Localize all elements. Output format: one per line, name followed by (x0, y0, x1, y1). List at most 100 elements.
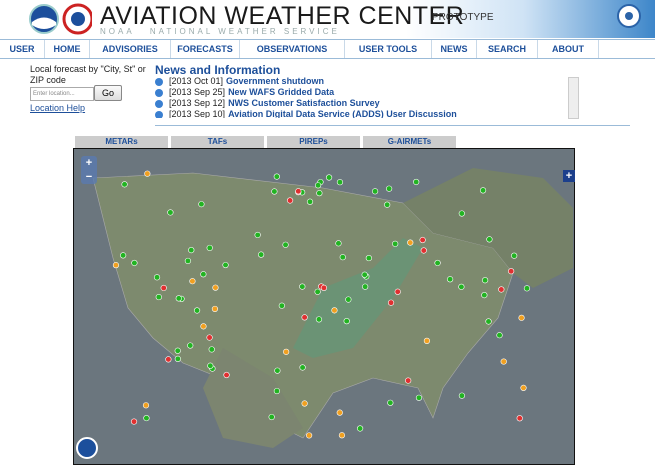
nav-item[interactable]: HOME (45, 40, 90, 58)
station-marker[interactable] (486, 236, 493, 243)
station-marker[interactable] (316, 190, 323, 197)
news-link[interactable]: New WAFS Gridded Data (228, 87, 335, 97)
station-marker[interactable] (274, 367, 281, 374)
station-marker[interactable] (142, 402, 150, 409)
station-marker[interactable] (415, 394, 423, 401)
station-marker[interactable] (174, 347, 181, 354)
expand[interactable]: + (566, 170, 572, 182)
station-marker[interactable] (405, 377, 412, 384)
station-marker[interactable] (518, 314, 525, 321)
station-marker[interactable] (336, 179, 344, 186)
station-marker[interactable] (387, 399, 394, 406)
nav-item[interactable]: OBSERVATIONS (240, 40, 345, 58)
station-marker[interactable] (174, 355, 181, 363)
tab[interactable]: METARs (75, 136, 168, 148)
location-input[interactable]: Enter location... (30, 87, 94, 101)
station-marker[interactable] (496, 332, 503, 339)
station-marker[interactable] (384, 201, 391, 208)
station-marker[interactable] (498, 286, 505, 293)
station-marker[interactable] (458, 283, 465, 290)
station-marker[interactable] (306, 198, 314, 205)
station-marker[interactable] (371, 188, 379, 195)
station-marker[interactable] (314, 288, 321, 295)
station-marker[interactable] (314, 182, 322, 189)
station-marker[interactable] (335, 240, 342, 247)
station-marker[interactable] (413, 178, 420, 186)
station-marker[interactable] (423, 337, 431, 344)
tab[interactable]: PIREPs (267, 136, 360, 148)
scrollbar[interactable] (568, 77, 579, 119)
station-marker[interactable] (458, 210, 465, 217)
station-marker[interactable] (160, 284, 167, 292)
station-marker[interactable] (184, 257, 192, 265)
nav-item[interactable]: USER TOOLS (345, 40, 432, 58)
station-marker[interactable] (407, 239, 414, 246)
nav-item[interactable]: USER (0, 40, 45, 58)
station-marker[interactable] (223, 371, 230, 379)
station-marker[interactable] (511, 252, 518, 259)
station-marker[interactable] (144, 170, 151, 177)
station-marker[interactable] (200, 271, 207, 278)
station-marker[interactable] (286, 197, 294, 204)
station-marker[interactable] (131, 259, 138, 267)
station-marker[interactable] (211, 305, 219, 313)
station-marker[interactable] (361, 271, 368, 278)
nav-item[interactable]: FORECASTS (171, 40, 240, 58)
tab[interactable]: G-AIRMETs (363, 136, 456, 148)
station-marker[interactable] (153, 274, 161, 281)
station-marker[interactable] (345, 296, 352, 303)
tab[interactable]: TAFs (171, 136, 264, 148)
station-marker[interactable] (500, 358, 507, 365)
station-marker[interactable] (523, 285, 531, 292)
location-help[interactable]: Location Help (30, 103, 86, 113)
station-marker[interactable] (485, 318, 492, 325)
station-marker[interactable] (343, 318, 350, 325)
station-marker[interactable] (392, 240, 399, 247)
station-marker[interactable] (339, 254, 346, 261)
station-marker[interactable] (189, 278, 196, 285)
map[interactable]: + − + (73, 148, 575, 465)
station-marker[interactable] (481, 291, 488, 299)
station-marker[interactable] (143, 414, 150, 422)
station-marker[interactable] (299, 364, 306, 371)
station-marker[interactable] (282, 241, 289, 248)
station-marker[interactable] (306, 432, 313, 439)
station-marker[interactable] (365, 254, 372, 262)
go-button[interactable]: Go (94, 85, 122, 101)
station-marker[interactable] (479, 187, 487, 194)
station-marker[interactable] (207, 362, 214, 369)
station-marker[interactable] (520, 384, 527, 392)
station-marker[interactable] (165, 356, 172, 363)
station-marker[interactable] (188, 246, 195, 254)
station-marker[interactable] (320, 284, 328, 291)
station-marker[interactable] (155, 293, 162, 301)
zoom-in[interactable]: + (86, 157, 92, 169)
station-marker[interactable] (198, 201, 205, 208)
station-marker[interactable] (206, 244, 213, 252)
station-marker[interactable] (120, 252, 127, 259)
station-marker[interactable] (175, 295, 182, 302)
nav-item[interactable]: NEWS (432, 40, 477, 58)
station-marker[interactable] (273, 173, 280, 180)
news-link[interactable]: Aviation Digital Data Service (ADDS) Use… (228, 109, 457, 118)
station-marker[interactable] (434, 259, 441, 267)
station-marker[interactable] (271, 188, 278, 195)
station-marker[interactable] (112, 262, 120, 269)
station-marker[interactable] (447, 276, 454, 283)
station-marker[interactable] (386, 185, 393, 192)
station-marker[interactable] (200, 323, 207, 330)
station-marker[interactable] (516, 415, 523, 422)
station-marker[interactable] (336, 409, 343, 416)
station-marker[interactable] (208, 346, 215, 353)
station-marker[interactable] (362, 283, 369, 290)
news-link[interactable]: Government shutdown (226, 76, 325, 86)
station-marker[interactable] (420, 247, 427, 254)
news-link[interactable]: NWS Customer Satisfaction Survey (228, 98, 380, 108)
station-marker[interactable] (356, 425, 364, 432)
station-marker[interactable] (167, 209, 174, 216)
station-marker[interactable] (258, 251, 265, 258)
station-marker[interactable] (331, 307, 338, 314)
station-marker[interactable] (394, 288, 401, 295)
station-marker[interactable] (187, 342, 194, 349)
station-marker[interactable] (121, 181, 128, 188)
